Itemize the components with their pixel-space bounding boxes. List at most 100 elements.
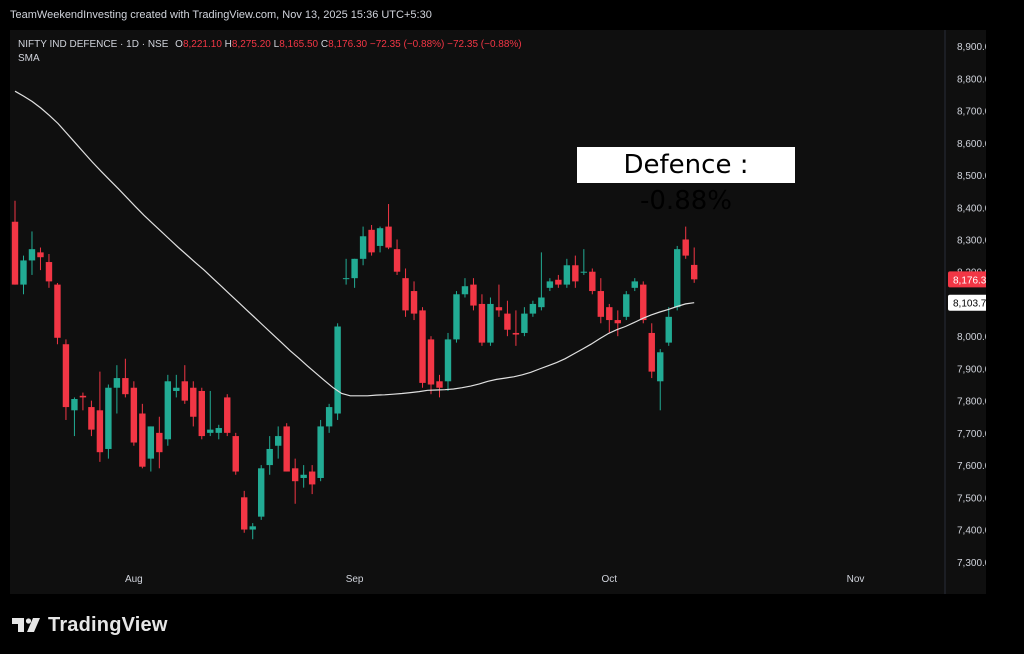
y-tick-label: 8,900.00 — [957, 42, 986, 53]
candle-body — [368, 229, 375, 253]
candle-body — [122, 378, 129, 395]
y-tick-label: 7,600.00 — [957, 461, 986, 472]
candle-body — [376, 228, 384, 246]
legend-open-label: O — [175, 39, 183, 50]
candle-body — [478, 303, 486, 343]
candle-body — [470, 284, 477, 306]
candle-body — [546, 281, 554, 288]
candle-body — [334, 326, 341, 414]
candle-body — [393, 249, 401, 272]
candle-body — [436, 381, 443, 388]
candle-body — [20, 260, 27, 285]
tradingview-footer[interactable]: TradingView — [12, 612, 168, 638]
candle-body — [28, 249, 36, 261]
candle-body — [521, 313, 528, 333]
chart-frame[interactable]: 7,300.00 7,400.00 7,500.00 7,600.00 7,700.00… — [10, 30, 986, 594]
y-tick-label: 8,600.00 — [957, 139, 986, 150]
candle-body — [181, 381, 188, 401]
y-tick-label: 8,400.00 — [957, 203, 986, 214]
candle-body — [529, 303, 537, 314]
candle-body — [274, 436, 282, 446]
legend-low: 8,165.50 — [279, 39, 319, 50]
candle-body — [198, 390, 205, 437]
candle-body — [325, 407, 333, 427]
legend-low-label: L — [273, 39, 280, 50]
candle-body — [241, 497, 248, 530]
y-tick-label: 8,700.00 — [957, 107, 986, 118]
candle-body — [88, 407, 95, 430]
candle-body — [113, 378, 121, 388]
legend-open: 8,221.10 — [182, 39, 222, 50]
candlestick-chart[interactable]: 7,300.00 7,400.00 7,500.00 7,600.00 7,700.00… — [10, 30, 986, 594]
legend-close-label: C — [320, 39, 329, 50]
candle-body — [674, 249, 681, 308]
candle-body — [190, 387, 197, 417]
candle-body — [614, 320, 621, 324]
x-tick-label: Sep — [346, 574, 364, 585]
candle-body — [291, 468, 299, 482]
legend-high-label: H — [224, 39, 232, 50]
candle-body — [156, 432, 163, 453]
y-tick-label: 7,900.00 — [957, 364, 986, 375]
candle-body — [300, 474, 307, 478]
legend-symbol[interactable]: NIFTY IND DEFENCE · 1D · NSE — [18, 39, 169, 50]
candle-body — [427, 339, 435, 385]
candle-body — [487, 303, 494, 343]
candle-body — [555, 279, 562, 285]
candle-body — [444, 339, 452, 382]
candle-body — [648, 332, 655, 372]
candle-body — [623, 294, 630, 317]
candle-body — [164, 381, 172, 440]
candle-body — [665, 316, 672, 343]
candle-body — [147, 426, 155, 459]
candle-body — [640, 284, 647, 321]
x-tick-label: Aug — [125, 574, 143, 585]
candle-body — [283, 426, 290, 472]
tradingview-logo-icon — [12, 618, 40, 632]
candle-body — [139, 413, 146, 467]
candle-body — [207, 429, 214, 433]
last-price-badge — [948, 271, 986, 288]
candle-body — [631, 281, 638, 288]
legend-change-secondary: −72.35 (−0.88%) — [447, 39, 522, 50]
candle-body — [11, 221, 19, 285]
candle-body — [402, 278, 409, 311]
legend-high: 8,275.20 — [231, 39, 271, 50]
candle-body — [105, 387, 112, 449]
candle-body — [130, 387, 138, 443]
sma-value-badge — [948, 294, 986, 311]
candle-body — [62, 344, 70, 408]
indicator-sma-label[interactable]: SMA — [18, 53, 40, 64]
candle-body — [308, 471, 316, 485]
candle-body — [385, 226, 392, 248]
y-tick-label: 7,700.00 — [957, 429, 986, 440]
candle-body — [224, 397, 231, 433]
candle-body — [342, 278, 350, 280]
y-tick-label: 7,300.00 — [957, 558, 986, 569]
candle-body — [96, 410, 104, 453]
candle-body — [45, 262, 53, 282]
candle-body — [461, 286, 469, 295]
tradingview-brand: TradingView — [48, 613, 168, 636]
y-tick-label: 8,000.00 — [957, 332, 986, 343]
y-tick-label: 7,400.00 — [957, 526, 986, 537]
symbol-legend: NIFTY IND DEFENCE · 1D · NSE O8,221.10 H… — [18, 38, 522, 51]
candle-body — [572, 265, 579, 282]
candle-body — [410, 291, 418, 314]
candle-body — [215, 428, 222, 433]
y-tick-label: 7,800.00 — [957, 397, 986, 408]
x-tick-label: Oct — [602, 574, 618, 585]
candle-body — [317, 426, 324, 478]
candle-body — [580, 271, 588, 273]
candle-body — [504, 313, 511, 330]
last-price-label: 8,176.30 — [953, 275, 986, 286]
candle-body — [495, 307, 503, 311]
attribution-header: TeamWeekendInvesting created with Tradin… — [10, 9, 432, 21]
candle-body — [266, 448, 273, 466]
candle-body — [657, 352, 664, 382]
candle-body — [419, 310, 426, 383]
chart-annotation: Defence : -0.88% — [577, 147, 795, 216]
candle-body — [249, 526, 256, 530]
y-tick-label: 8,300.00 — [957, 235, 986, 246]
candle-body — [258, 468, 265, 517]
